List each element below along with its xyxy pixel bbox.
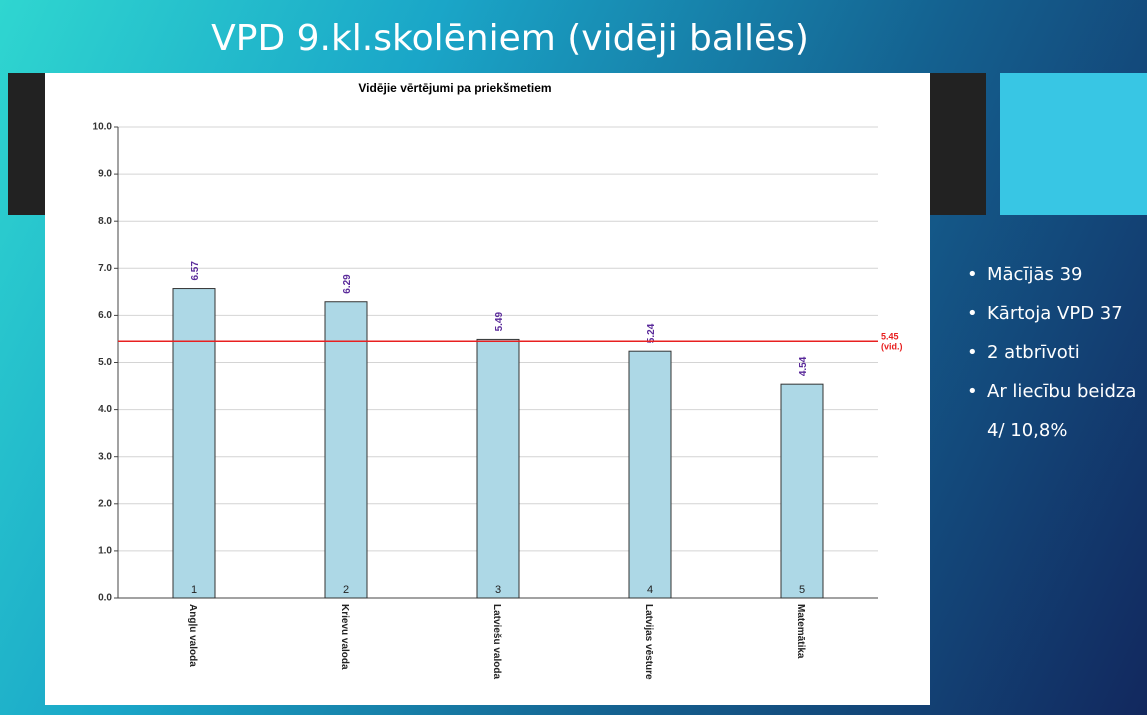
- bar: [628, 350, 672, 599]
- bar: [324, 301, 368, 599]
- bar-number: 2: [343, 584, 349, 596]
- value-label: 6.57: [190, 261, 201, 281]
- chart-title: Vidējie vērtējumi pa priekšmetiem: [358, 81, 551, 95]
- x-tick-label: Krievu valoda: [339, 604, 350, 670]
- y-tick-label: 5.0: [98, 357, 112, 368]
- bullet: Kārtoja VPD 37: [967, 294, 1145, 333]
- y-tick-label: 10.0: [93, 122, 113, 133]
- y-tick-label: 2.0: [98, 498, 112, 509]
- bar-number: 5: [799, 584, 805, 596]
- x-tick-label: Latviešu valoda: [491, 604, 502, 679]
- slide-title: VPD 9.kl.skolēniem (vidēji ballēs): [211, 18, 809, 59]
- y-tick-label: 7.0: [98, 263, 112, 274]
- value-label: 5.49: [494, 312, 505, 332]
- bar-number: 1: [191, 584, 197, 596]
- x-tick-label: Angļu valoda: [187, 604, 198, 667]
- value-label: 5.24: [646, 323, 657, 343]
- bar-number: 4: [647, 584, 653, 596]
- y-tick-label: 1.0: [98, 546, 112, 557]
- y-tick-label: 0.0: [98, 593, 112, 604]
- chart: Vidējie vērtējumi pa priekšmetiem 0.0 1.0…: [45, 73, 930, 705]
- bullet-list: Mācījās 39Kārtoja VPD 372 atbrīvotiAr li…: [965, 255, 1145, 450]
- bar-number: 3: [495, 584, 501, 596]
- bullet: Ar liecību beidza 4/ 10,8%: [967, 372, 1145, 450]
- x-tick-label: Latvijas vēsture: [643, 604, 654, 680]
- x-tick-label: Matemātika: [795, 604, 806, 659]
- y-tick-label: 8.0: [98, 216, 112, 227]
- y-tick-label: 3.0: [98, 451, 112, 462]
- average-label: (vid.): [881, 342, 903, 352]
- bullet: Mācījās 39: [967, 255, 1145, 294]
- y-tick-label: 6.0: [98, 310, 112, 321]
- y-tick-label: 4.0: [98, 404, 112, 415]
- y-tick-label: 9.0: [98, 169, 112, 180]
- value-label: 6.29: [342, 274, 353, 294]
- bar: [476, 338, 520, 599]
- value-label: 4.54: [798, 356, 809, 376]
- average-value: 5.45: [881, 332, 899, 342]
- bar: [172, 288, 216, 599]
- bullet: 2 atbrīvoti: [967, 333, 1145, 372]
- accent-box: [1000, 73, 1147, 215]
- bar: [780, 383, 824, 599]
